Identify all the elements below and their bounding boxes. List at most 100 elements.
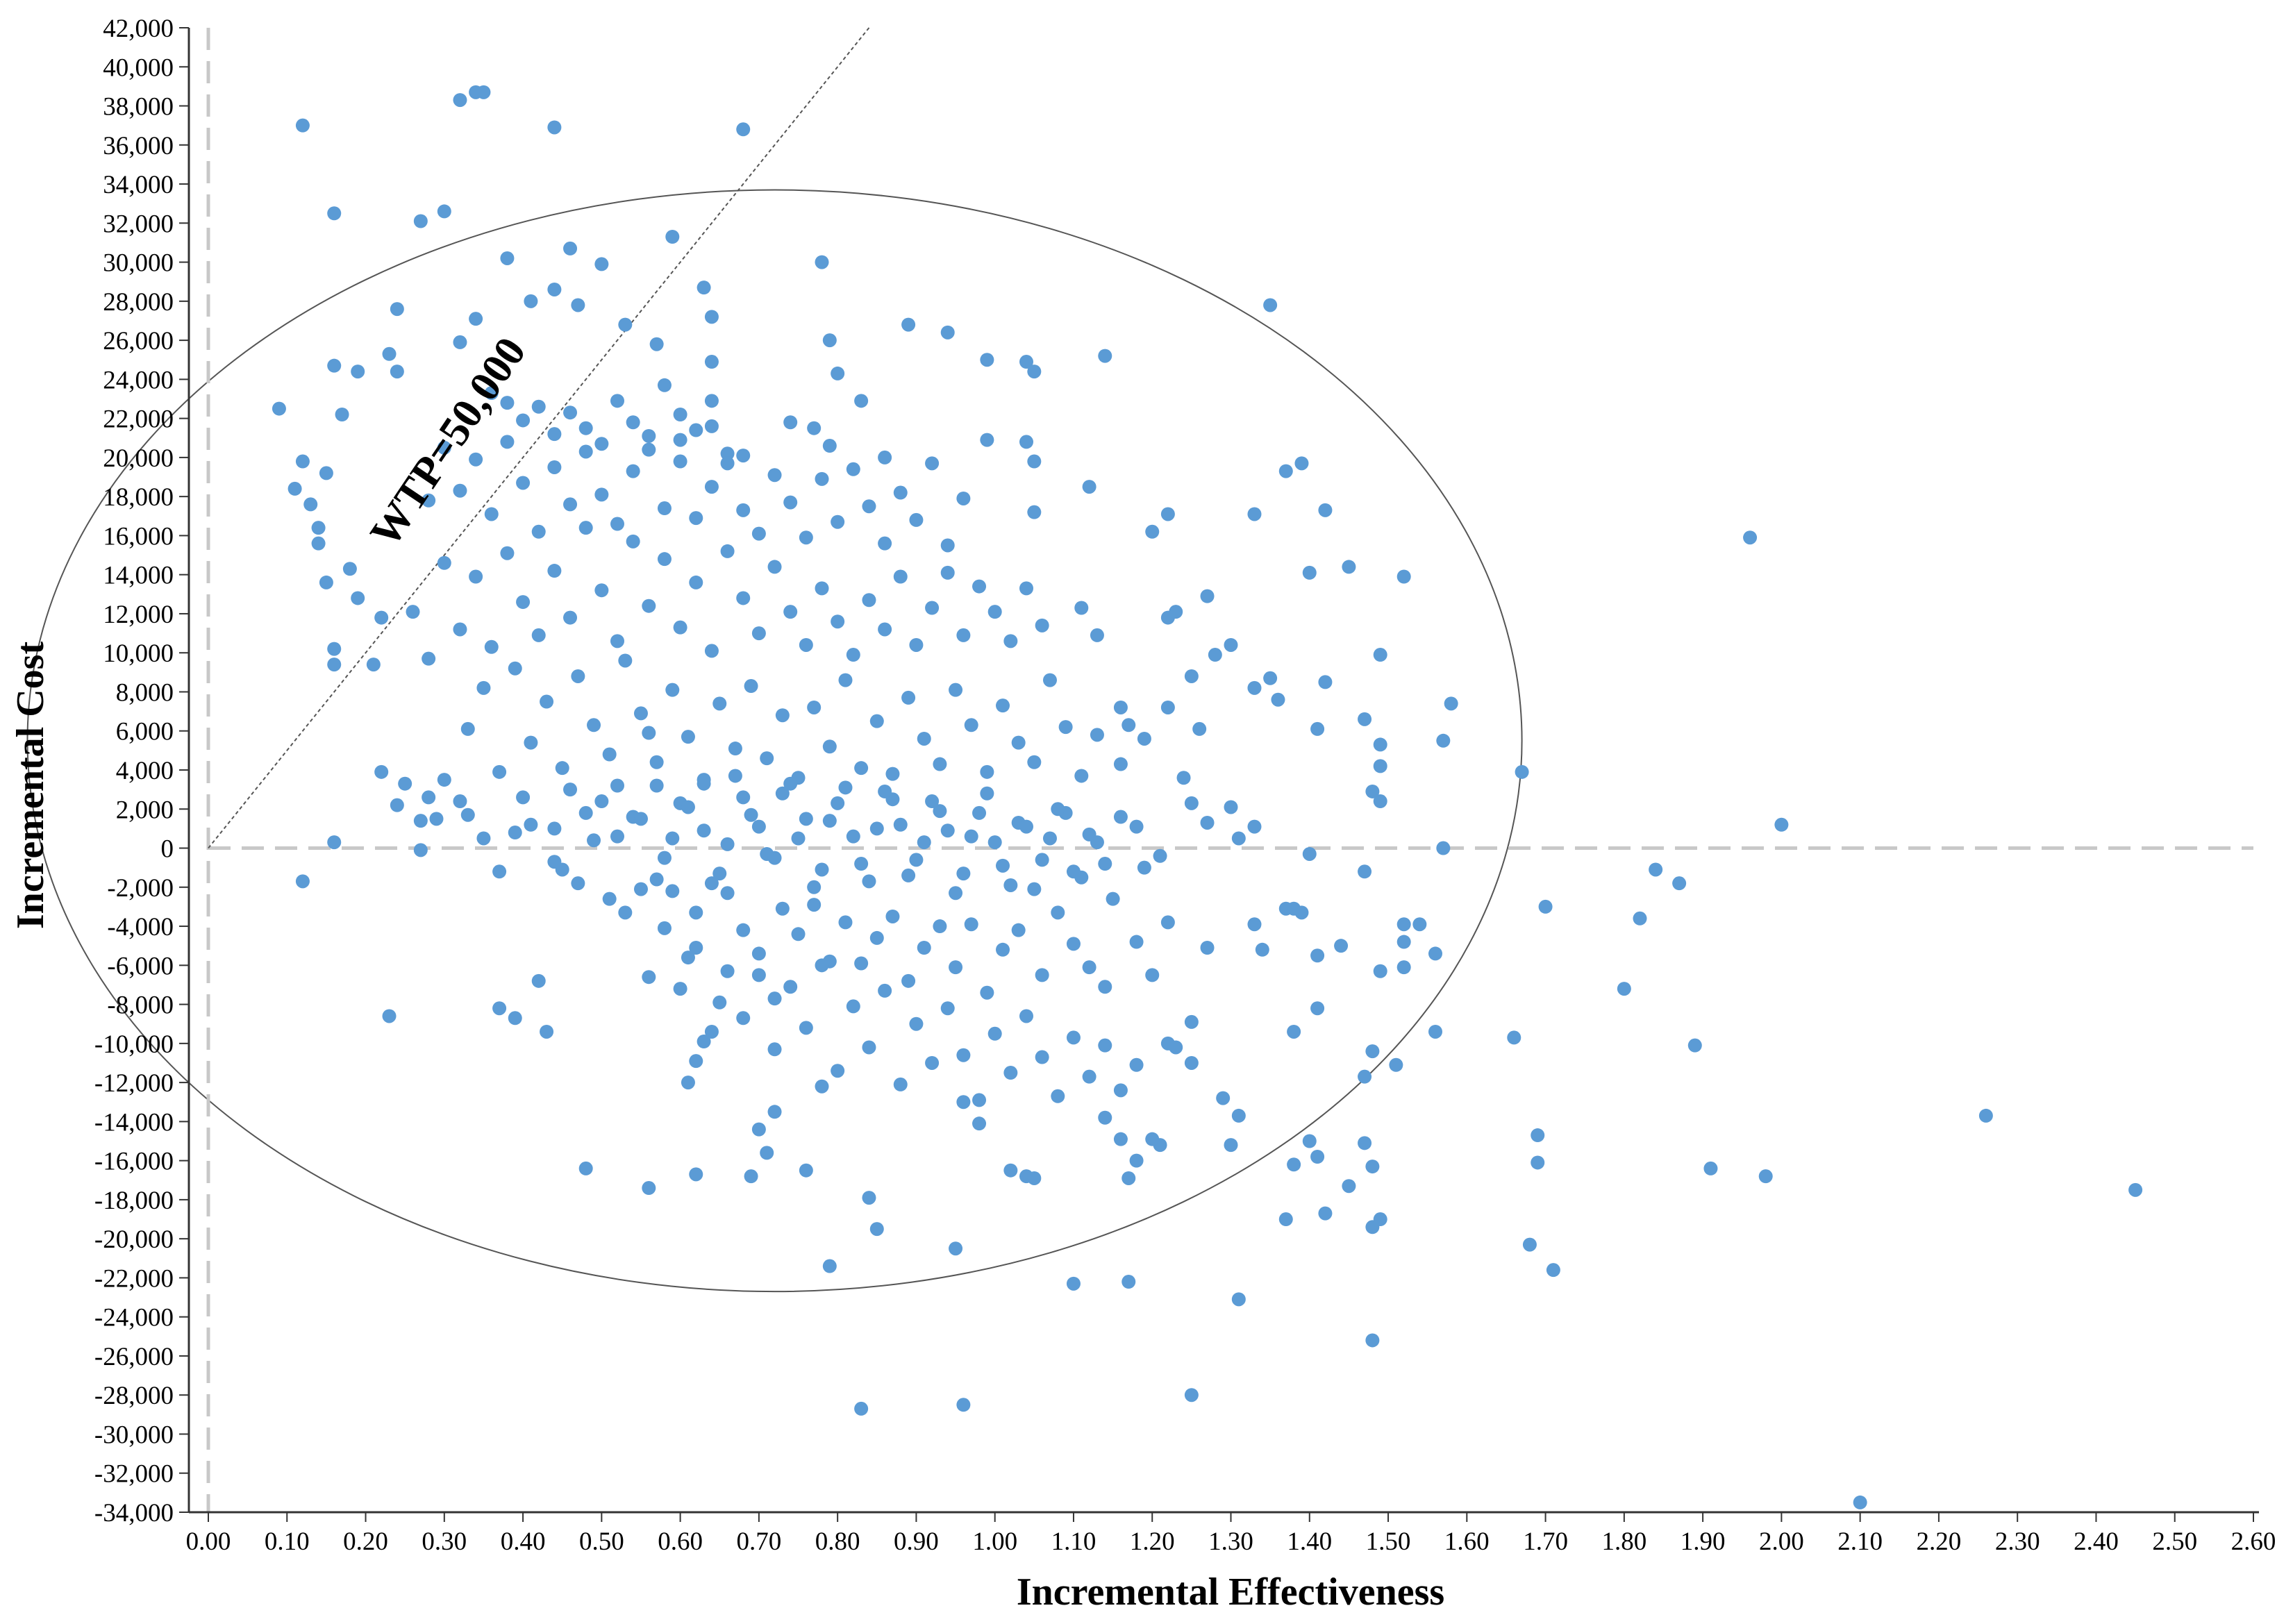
data-point (1051, 1089, 1065, 1103)
data-point (815, 255, 829, 269)
data-point (437, 773, 451, 787)
data-point (831, 514, 845, 529)
data-point (642, 1181, 656, 1196)
x-tick-label: 0.30 (422, 1527, 467, 1556)
y-tick-label: 32,000 (103, 210, 174, 238)
data-point (484, 639, 499, 654)
y-tick-label: 40,000 (103, 53, 174, 82)
data-point (1192, 721, 1207, 736)
y-tick-label: -8,000 (107, 991, 174, 1020)
data-point (1066, 864, 1081, 879)
data-point (1106, 891, 1120, 906)
x-tick-label: 1.40 (1287, 1527, 1332, 1556)
data-point (1373, 794, 1387, 809)
data-point (508, 661, 522, 676)
data-point (728, 742, 742, 756)
data-point (878, 622, 892, 637)
data-point (980, 353, 994, 367)
data-point (822, 439, 837, 453)
data-point (422, 790, 436, 805)
data-point (799, 1163, 813, 1178)
data-point (712, 867, 727, 881)
data-point (484, 386, 499, 401)
data-point (1342, 1179, 1356, 1194)
data-point (885, 767, 900, 781)
y-tick-label: 16,000 (103, 522, 174, 551)
data-point (815, 581, 829, 596)
y-tick-label: 4,000 (116, 757, 174, 785)
data-point (1027, 882, 1042, 896)
data-point (767, 468, 782, 483)
y-tick-label: -24,000 (94, 1304, 174, 1332)
y-tick-label: 20,000 (103, 444, 174, 473)
y-tick-label: 30,000 (103, 249, 174, 278)
data-point (413, 214, 428, 228)
data-point (555, 761, 569, 776)
wtp-threshold-line (208, 27, 870, 849)
data-point (862, 593, 876, 608)
y-tick-label: 26,000 (103, 327, 174, 355)
data-point (1287, 1157, 1301, 1172)
data-point (1224, 637, 1238, 652)
data-point (1396, 569, 1411, 584)
data-point (933, 757, 947, 771)
data-point (1978, 1108, 1993, 1123)
data-point (1310, 1001, 1325, 1016)
data-point (760, 751, 774, 766)
x-tick-label: 0.70 (737, 1527, 782, 1556)
data-point (1758, 1169, 1773, 1184)
data-point (555, 862, 569, 877)
data-point (437, 555, 451, 570)
data-point (1436, 733, 1451, 748)
data-point (673, 433, 687, 447)
data-point (1019, 819, 1033, 834)
data-point (901, 973, 916, 988)
data-point (689, 1054, 703, 1069)
data-point (295, 118, 310, 133)
data-point (327, 358, 342, 373)
data-point (854, 956, 869, 971)
data-point (366, 658, 381, 672)
data-point (893, 485, 908, 500)
data-point (893, 1077, 908, 1091)
x-tick-label: 1.30 (1208, 1527, 1253, 1556)
data-point (783, 415, 798, 430)
data-point (1294, 905, 1309, 920)
data-point (642, 970, 656, 985)
data-point (508, 826, 522, 840)
data-point (799, 1021, 813, 1035)
data-point (744, 807, 758, 822)
x-tick-label: 2.50 (2152, 1527, 2197, 1556)
y-tick-label: 6,000 (116, 718, 174, 746)
data-point (807, 700, 822, 714)
data-point (1224, 1138, 1238, 1153)
data-point (697, 1035, 711, 1049)
y-tick-label: -32,000 (94, 1460, 174, 1489)
data-point (1113, 700, 1128, 714)
data-point (751, 526, 766, 541)
data-point (1231, 831, 1246, 846)
data-point (996, 858, 1010, 873)
data-point (578, 805, 593, 820)
data-point (1035, 968, 1049, 982)
data-point (767, 991, 782, 1006)
data-point (720, 456, 735, 471)
data-point (1247, 507, 1262, 521)
x-tick-label: 2.00 (1759, 1527, 1804, 1556)
data-point (1027, 505, 1042, 519)
data-point (1122, 718, 1136, 733)
data-point (925, 794, 940, 809)
data-point (862, 874, 876, 889)
data-point (822, 1259, 837, 1273)
data-point (704, 419, 719, 433)
data-point (1042, 831, 1057, 846)
x-tick-label: 0.50 (579, 1527, 624, 1556)
data-point (1098, 1110, 1112, 1125)
data-point (327, 835, 342, 850)
data-point (1318, 1206, 1333, 1221)
data-point (751, 946, 766, 961)
data-point (1082, 960, 1097, 975)
data-point (1098, 349, 1112, 363)
data-point (972, 1093, 987, 1107)
